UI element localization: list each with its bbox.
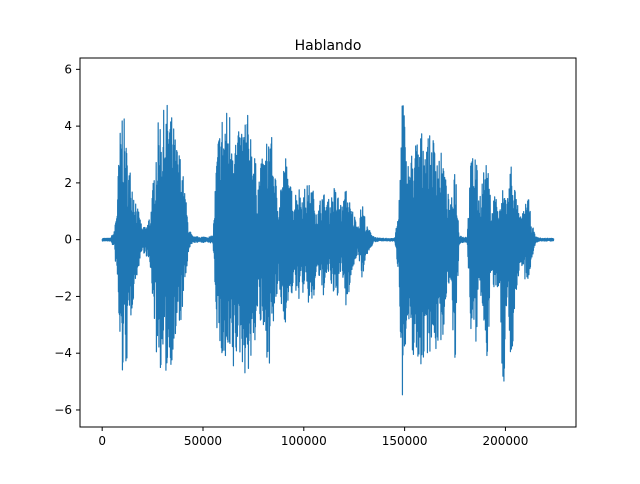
- x-tick-label: 0: [98, 434, 106, 448]
- plot-area: [101, 104, 555, 396]
- chart-title: Hablando: [295, 38, 362, 54]
- y-tick-label: 6: [64, 62, 72, 76]
- y-tick-label: 0: [64, 233, 72, 247]
- x-tick-label: 50000: [184, 434, 222, 448]
- y-tick-label: 2: [64, 176, 72, 190]
- axes: 0 50000 100000 150000 200000 −6 −4 −2 0 2 4 6: [54, 57, 577, 448]
- series-line-0: [101, 104, 555, 396]
- axes-frame: [79, 57, 577, 428]
- x-tick-label: 100000: [281, 434, 327, 448]
- y-tick-label: −4: [54, 346, 72, 360]
- y-tick-label: −2: [54, 289, 72, 303]
- y-tick-label: −6: [54, 403, 72, 417]
- x-tick-label: 200000: [483, 434, 529, 448]
- x-tick-label: 150000: [382, 434, 428, 448]
- y-tick-label: 4: [64, 119, 72, 133]
